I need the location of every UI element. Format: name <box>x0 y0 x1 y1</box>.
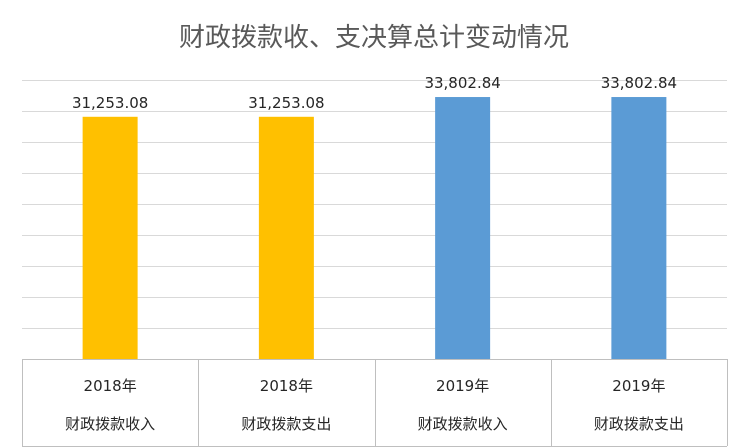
bar <box>611 97 667 360</box>
x-tick-label-item: 财政拨款支出 <box>241 415 331 433</box>
x-tick-label-year: 2019年 <box>436 377 489 395</box>
data-label: 31,253.08 <box>72 94 148 112</box>
bar <box>82 116 138 359</box>
x-tick-label-item: 财政拨款收入 <box>418 415 508 433</box>
data-labels: 31,253.08 31,253.08 33,802.84 33,802.84 <box>72 74 677 112</box>
data-label: 33,802.84 <box>424 74 500 92</box>
chart-title: 财政拨款收、支决算总计变动情况 <box>179 23 569 53</box>
x-tick-label-item: 财政拨款收入 <box>65 415 155 433</box>
gridlines <box>22 80 727 329</box>
bar <box>435 97 491 360</box>
x-tick-label-year: 2019年 <box>612 377 665 395</box>
bars <box>82 97 667 360</box>
x-tick-label-year: 2018年 <box>84 377 137 395</box>
data-label: 33,802.84 <box>601 74 677 92</box>
x-tick-label-item: 财政拨款支出 <box>594 415 684 433</box>
x-tick-label-year: 2018年 <box>260 377 313 395</box>
bar <box>258 116 314 359</box>
data-label: 31,253.08 <box>248 94 324 112</box>
